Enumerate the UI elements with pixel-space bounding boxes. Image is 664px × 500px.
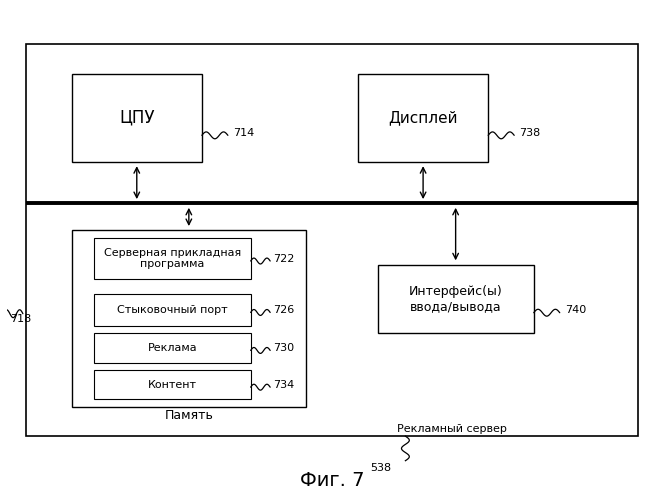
Bar bbox=[26, 44, 638, 436]
Text: Рекламный сервер: Рекламный сервер bbox=[397, 424, 507, 434]
Bar bbox=[94, 294, 251, 326]
Text: 718: 718 bbox=[11, 314, 32, 324]
Text: 538: 538 bbox=[371, 463, 391, 473]
Text: 740: 740 bbox=[565, 306, 586, 316]
Text: 714: 714 bbox=[233, 128, 254, 138]
Text: Дисплей: Дисплей bbox=[388, 110, 458, 125]
Text: Стыковочный порт: Стыковочный порт bbox=[118, 305, 228, 315]
Text: Контент: Контент bbox=[148, 380, 197, 390]
Text: ЦПУ: ЦПУ bbox=[119, 108, 155, 126]
Text: 738: 738 bbox=[519, 128, 540, 138]
Text: Память: Память bbox=[165, 409, 213, 422]
Text: 730: 730 bbox=[273, 343, 294, 353]
Text: Серверная прикладная
программа: Серверная прикладная программа bbox=[104, 248, 241, 270]
Bar bbox=[94, 370, 251, 400]
Text: Фиг. 7: Фиг. 7 bbox=[299, 471, 365, 490]
Bar bbox=[72, 74, 202, 162]
Text: Реклама: Реклама bbox=[148, 343, 197, 353]
Bar bbox=[72, 230, 306, 407]
Bar bbox=[94, 238, 251, 280]
Bar bbox=[94, 334, 251, 362]
Text: 722: 722 bbox=[273, 254, 294, 264]
Text: 726: 726 bbox=[273, 305, 294, 315]
Bar bbox=[358, 74, 488, 162]
Text: Интерфейс(ы)
ввода/вывода: Интерфейс(ы) ввода/вывода bbox=[409, 285, 503, 313]
Text: 734: 734 bbox=[273, 380, 294, 390]
Bar bbox=[378, 264, 534, 334]
